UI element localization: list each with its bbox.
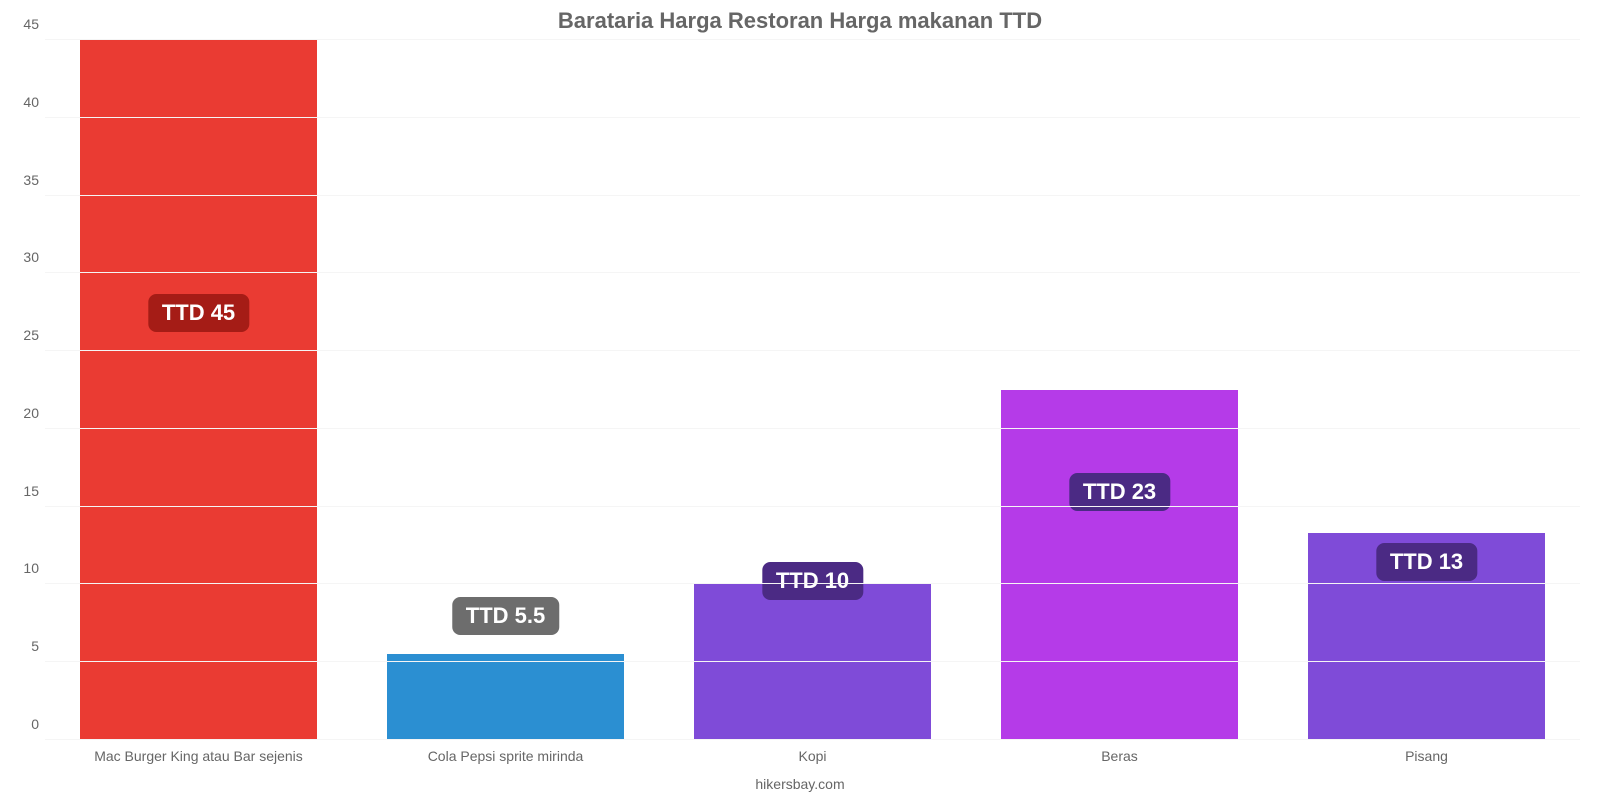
gridline <box>45 195 1580 196</box>
x-tick-label: Pisang <box>1273 748 1580 764</box>
gridline <box>45 272 1580 273</box>
x-tick-label: Kopi <box>659 748 966 764</box>
bar <box>1001 390 1237 740</box>
gridline <box>45 350 1580 351</box>
x-tick-label: Cola Pepsi sprite mirinda <box>352 748 659 764</box>
y-tick-label: 0 <box>5 716 39 732</box>
gridline <box>45 506 1580 507</box>
bar <box>80 40 316 740</box>
y-tick-label: 15 <box>5 483 39 499</box>
y-tick-label: 25 <box>5 327 39 343</box>
bar-slot: TTD 10 <box>659 40 966 740</box>
x-tick-label: Mac Burger King atau Bar sejenis <box>45 748 352 764</box>
gridline <box>45 661 1580 662</box>
bars-region: TTD 45 TTD 5.5 TTD 10 TTD 23 TTD 13 <box>45 40 1580 740</box>
bar-value-label: TTD 45 <box>148 294 249 332</box>
bar-value-label: TTD 10 <box>762 562 863 600</box>
bar-slot: TTD 45 <box>45 40 352 740</box>
y-tick-label: 10 <box>5 560 39 576</box>
y-tick-label: 20 <box>5 405 39 421</box>
bar-slot: TTD 5.5 <box>352 40 659 740</box>
gridline <box>45 117 1580 118</box>
y-tick-label: 30 <box>5 249 39 265</box>
y-tick-label: 35 <box>5 172 39 188</box>
bar <box>387 654 623 740</box>
bar-slot: TTD 13 <box>1273 40 1580 740</box>
y-tick-label: 45 <box>5 16 39 32</box>
chart-title: Barataria Harga Restoran Harga makanan T… <box>0 0 1600 34</box>
bar-value-label: TTD 13 <box>1376 543 1477 581</box>
y-tick-label: 5 <box>5 638 39 654</box>
gridline <box>45 428 1580 429</box>
source-label: hikersbay.com <box>0 776 1600 792</box>
x-axis-labels: Mac Burger King atau Bar sejenisCola Pep… <box>45 748 1580 764</box>
bar-slot: TTD 23 <box>966 40 1273 740</box>
gridline <box>45 583 1580 584</box>
gridline <box>45 39 1580 40</box>
price-bar-chart: Barataria Harga Restoran Harga makanan T… <box>0 0 1600 800</box>
bar-value-label: TTD 5.5 <box>452 597 559 635</box>
gridline <box>45 739 1580 740</box>
plot-area: TTD 45TTD 5.5TTD 10TTD 23TTD 13 05101520… <box>45 40 1580 740</box>
x-tick-label: Beras <box>966 748 1273 764</box>
y-tick-label: 40 <box>5 94 39 110</box>
